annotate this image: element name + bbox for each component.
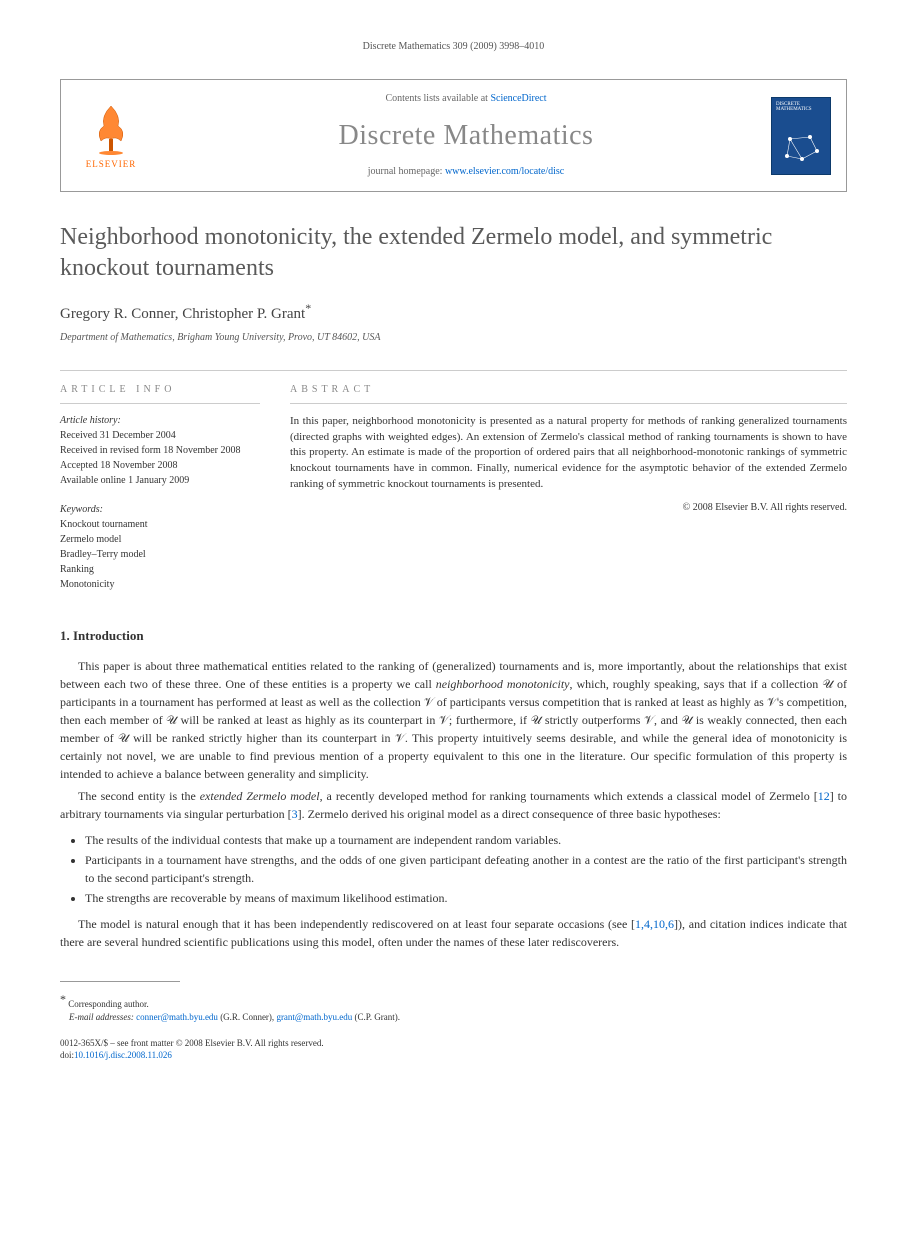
list-item: The results of the individual contests t… [85, 831, 847, 849]
contents-prefix: Contents lists available at [385, 93, 490, 104]
cover-thumb-text: DISCRETE MATHEMATICS [772, 98, 830, 117]
para-text: ]. Zermelo derived his original model as… [298, 807, 721, 821]
journal-cover-thumbnail: DISCRETE MATHEMATICS [771, 97, 831, 175]
history-item: Available online 1 January 2009 [60, 473, 260, 488]
hypotheses-list: The results of the individual contests t… [85, 831, 847, 907]
author-email-link[interactable]: conner@math.byu.edu [136, 1012, 218, 1022]
history-item: Accepted 18 November 2008 [60, 458, 260, 473]
footnote-separator [60, 981, 180, 982]
intro-para-3: The model is natural enough that it has … [60, 915, 847, 951]
doi-prefix: doi: [60, 1050, 74, 1060]
para-text: The second entity is the [78, 789, 200, 803]
article-title: Neighborhood monotonicity, the extended … [60, 222, 847, 284]
term-emphasis: neighborhood monotonicity [436, 677, 570, 691]
list-item: The strengths are recoverable by means o… [85, 889, 847, 907]
journal-homepage-link[interactable]: www.elsevier.com/locate/disc [445, 166, 564, 177]
corresponding-label: Corresponding author. [68, 999, 149, 1009]
keywords-label: Keywords: [60, 503, 260, 517]
abstract-copyright: © 2008 Elsevier B.V. All rights reserved… [290, 501, 847, 515]
keyword-item: Ranking [60, 562, 260, 577]
citation-link[interactable]: 1,4,10,6 [635, 917, 674, 931]
email-name: (G.R. Conner), [218, 1012, 277, 1022]
author-names: Gregory R. Conner, Christopher P. Grant [60, 306, 305, 322]
history-item: Received in revised form 18 November 200… [60, 443, 260, 458]
para-text: , a recently developed method for rankin… [320, 789, 818, 803]
keyword-item: Knockout tournament [60, 517, 260, 532]
affiliation: Department of Mathematics, Brigham Young… [60, 331, 847, 345]
issn-line: 0012-365X/$ – see front matter © 2008 El… [60, 1037, 847, 1050]
elsevier-tree-icon [86, 101, 136, 156]
citation-link[interactable]: 12 [818, 789, 830, 803]
section-heading-intro: 1. Introduction [60, 627, 847, 645]
corresponding-footnote: * Corresponding author. E-mail addresses… [60, 990, 847, 1025]
footnote-mark: * [60, 992, 66, 1006]
keyword-item: Bradley–Terry model [60, 547, 260, 562]
article-info-column: ARTICLE INFO Article history: Received 3… [60, 371, 260, 592]
email-label: E-mail addresses: [69, 1012, 134, 1022]
abstract-text: In this paper, neighborhood monotonicity… [290, 414, 847, 494]
publisher-name: ELSEVIER [86, 158, 137, 171]
history-item: Received 31 December 2004 [60, 428, 260, 443]
term-emphasis: extended Zermelo model [200, 789, 320, 803]
abstract-column: ABSTRACT In this paper, neighborhood mon… [290, 371, 847, 592]
abstract-heading: ABSTRACT [290, 383, 847, 404]
para-text: , which, roughly speaking, says that if … [60, 677, 847, 781]
intro-para-1: This paper is about three mathematical e… [60, 657, 847, 783]
journal-name: Discrete Mathematics [161, 116, 771, 155]
author-email-link[interactable]: grant@math.byu.edu [276, 1012, 352, 1022]
journal-header-box: ELSEVIER Contents lists available at Sci… [60, 79, 847, 192]
contents-available-line: Contents lists available at ScienceDirec… [161, 92, 771, 106]
history-label: Article history: [60, 414, 260, 428]
para-text: The model is natural enough that it has … [78, 917, 635, 931]
doi-link[interactable]: 10.1016/j.disc.2008.11.026 [74, 1050, 172, 1060]
info-abstract-row: ARTICLE INFO Article history: Received 3… [60, 370, 847, 592]
keyword-item: Monotonicity [60, 577, 260, 592]
homepage-prefix: journal homepage: [368, 166, 445, 177]
sciencedirect-link[interactable]: ScienceDirect [490, 93, 546, 104]
intro-para-2: The second entity is the extended Zermel… [60, 787, 847, 823]
article-info-heading: ARTICLE INFO [60, 383, 260, 404]
authors-line: Gregory R. Conner, Christopher P. Grant* [60, 300, 847, 325]
list-item: Participants in a tournament have streng… [85, 851, 847, 887]
cover-graph-icon [782, 131, 822, 166]
publisher-logo: ELSEVIER [76, 98, 146, 173]
corresponding-mark: * [305, 301, 311, 315]
issn-copyright-block: 0012-365X/$ – see front matter © 2008 El… [60, 1037, 847, 1062]
homepage-line: journal homepage: www.elsevier.com/locat… [161, 165, 771, 179]
running-head: Discrete Mathematics 309 (2009) 3998–401… [60, 40, 847, 54]
email-name: (C.P. Grant). [352, 1012, 400, 1022]
keyword-item: Zermelo model [60, 532, 260, 547]
